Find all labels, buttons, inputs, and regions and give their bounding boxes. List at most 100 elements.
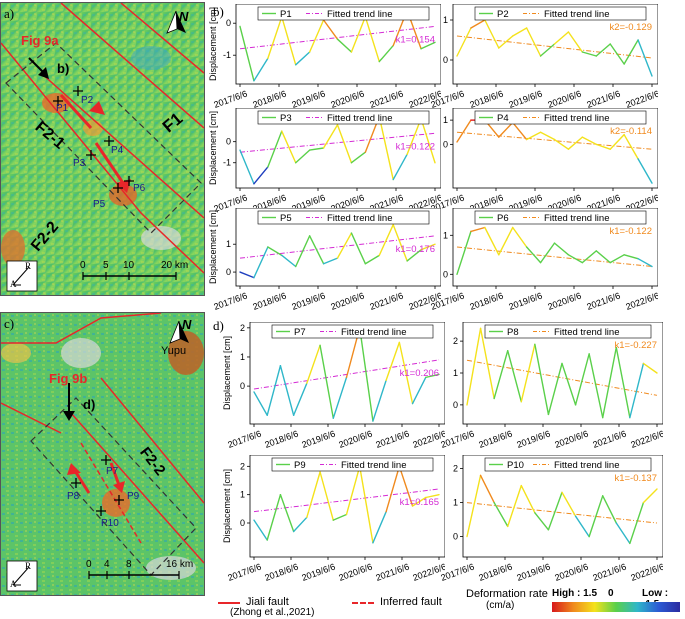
series-segment bbox=[609, 133, 625, 150]
series-segment bbox=[512, 27, 528, 37]
series-segment bbox=[411, 496, 427, 507]
chart-p9: 2 1 0 Displacement [cm] 2017/6/6 2018/6/6 2019… bbox=[222, 455, 445, 583]
chart-legend: P5 Fitted trend line bbox=[257, 210, 430, 225]
x-tick-label: 2020/6/6 bbox=[553, 561, 589, 582]
y-axis-label: Displacement [cm] bbox=[208, 210, 218, 284]
point-label-p7: P7 bbox=[106, 466, 119, 477]
legend-trend-label: Fitted trend line bbox=[327, 113, 392, 124]
x-tick-label: 2017/6/6 bbox=[439, 561, 475, 582]
legend-series-name: P3 bbox=[280, 113, 292, 124]
y-axis-label: Displacement [cm] bbox=[208, 7, 218, 81]
y-axis-label: Displacement [cm] bbox=[222, 336, 232, 410]
legend-trend-label: Fitted trend line bbox=[544, 9, 609, 20]
trend-line bbox=[456, 35, 653, 59]
series-segment bbox=[574, 515, 590, 538]
series-segment bbox=[392, 224, 408, 262]
y-tick-label: 1 bbox=[443, 115, 448, 125]
series-segment bbox=[322, 19, 339, 40]
series-segment bbox=[595, 143, 611, 150]
chart-p2: 1 0 2017/6/6 2018/6/6 2019/6/6 2020/6/6 2021/6… bbox=[429, 4, 658, 110]
series-segment bbox=[398, 465, 414, 507]
series-segment bbox=[281, 254, 297, 268]
series-segment bbox=[322, 257, 339, 265]
legend-frame bbox=[474, 6, 647, 21]
series-segment bbox=[253, 246, 269, 279]
point-markers-bottom bbox=[71, 455, 124, 516]
series-segment bbox=[539, 242, 556, 264]
legend-series-name: P7 bbox=[294, 327, 306, 338]
legend-trend-label: Fitted trend line bbox=[554, 460, 619, 471]
series-segment bbox=[266, 365, 282, 416]
series-segment bbox=[398, 341, 414, 405]
legend-trend-label: Fitted trend line bbox=[341, 460, 406, 471]
trend-line bbox=[239, 235, 436, 259]
series-segment bbox=[420, 243, 436, 251]
series-segment bbox=[484, 19, 500, 49]
series-segment bbox=[279, 365, 295, 416]
y-tick-label: 0 bbox=[443, 55, 448, 65]
series-segment bbox=[279, 493, 295, 533]
series-segment bbox=[567, 31, 584, 53]
series-segment bbox=[507, 484, 522, 528]
series-segment bbox=[425, 493, 440, 499]
y-tick-label: 0 bbox=[443, 139, 448, 149]
series-segment bbox=[615, 346, 631, 419]
series-segment bbox=[378, 224, 394, 257]
series-segment bbox=[372, 379, 387, 422]
series-segment bbox=[267, 130, 283, 168]
panel-c-label: c) bbox=[4, 316, 15, 331]
x-tick-label: 2018/6/6 bbox=[251, 290, 287, 311]
chart-p1: 0 -1 Displacement [cm] 2017/6/6 2018/6/6 2019… bbox=[208, 4, 441, 110]
series-segment bbox=[319, 344, 334, 419]
scale-tick-0: 0 bbox=[80, 260, 86, 271]
x-tick-label: 2019/6/6 bbox=[300, 428, 336, 449]
series-segment bbox=[553, 31, 570, 45]
legend-jiali-fault: Jiali fault bbox=[246, 596, 289, 608]
north-label-bottom: N bbox=[182, 317, 192, 332]
point-markers bbox=[53, 86, 134, 193]
legend-bar: Jiali fault (Zhong et al.,2021) Inferred… bbox=[0, 588, 685, 619]
series-segment bbox=[406, 117, 422, 156]
y-tick-label: 1 bbox=[443, 15, 448, 25]
x-tick-label: 2021/6/6 bbox=[591, 428, 627, 449]
plot-frame bbox=[462, 322, 663, 425]
scale-tick-10: 10 bbox=[123, 260, 135, 271]
series-segment bbox=[239, 271, 255, 279]
point-label-p6: P6 bbox=[133, 183, 146, 194]
series-segment bbox=[567, 136, 584, 150]
chart-p6: 1 0 2017/6/6 2018/6/6 2019/6/6 2020/6/6 2021/6… bbox=[429, 208, 658, 312]
legend-frame bbox=[474, 210, 647, 225]
x-tick-label: 2018/6/6 bbox=[251, 88, 287, 109]
series-segment bbox=[493, 349, 509, 400]
x-tick-label: 2021/6/6 bbox=[368, 290, 404, 311]
series-segment bbox=[322, 124, 339, 149]
series-segment bbox=[295, 235, 311, 268]
x-tick-label: 2018/6/6 bbox=[468, 290, 504, 311]
legend-frame bbox=[257, 110, 430, 125]
x-tick-label: 2020/6/6 bbox=[546, 290, 582, 311]
series-segment bbox=[595, 250, 611, 264]
legend-series-name: P2 bbox=[497, 9, 509, 20]
legend-series-name: P10 bbox=[507, 460, 524, 471]
map-bottom: c) Fig 9b d) Yupu N F2-2 P7 P8 P9 P10 R … bbox=[0, 312, 205, 596]
chart-legend: P2 Fitted trend line bbox=[474, 6, 647, 21]
series-segment bbox=[525, 27, 542, 57]
series-segment bbox=[581, 136, 597, 146]
series-segment bbox=[498, 121, 514, 138]
series-segment bbox=[372, 510, 387, 544]
y-tick-label: 1 bbox=[453, 368, 458, 378]
panel-a-label: a) bbox=[4, 6, 15, 21]
scale-tick-4-bottom: 4 bbox=[104, 559, 110, 570]
legend-frame bbox=[271, 324, 434, 339]
series-segment bbox=[336, 232, 353, 259]
legend-series-name: P5 bbox=[280, 213, 292, 224]
k-value-label: k1=0.165 bbox=[400, 497, 439, 508]
series-segment bbox=[239, 149, 255, 185]
series-segment bbox=[267, 246, 283, 257]
legend-frame bbox=[257, 6, 430, 21]
trend-line bbox=[456, 246, 653, 267]
k-value-label: k2=-0.114 bbox=[610, 126, 652, 137]
legend-def-rate-title: Deformation rate bbox=[466, 588, 548, 600]
series-segment bbox=[498, 35, 514, 49]
orient-a-top: A bbox=[10, 279, 17, 289]
